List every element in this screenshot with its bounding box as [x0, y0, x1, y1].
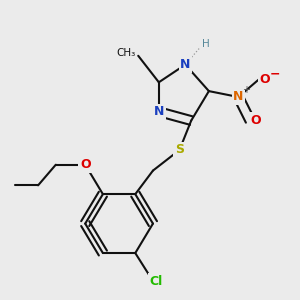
- Text: O: O: [80, 158, 91, 171]
- Text: H: H: [202, 39, 210, 49]
- Text: O: O: [251, 114, 261, 127]
- Text: −: −: [270, 68, 280, 80]
- Text: N: N: [180, 58, 190, 71]
- Text: Cl: Cl: [149, 274, 163, 287]
- Text: N: N: [233, 91, 244, 103]
- Text: N: N: [154, 105, 164, 118]
- Text: S: S: [175, 143, 184, 157]
- Text: +: +: [242, 85, 250, 94]
- Text: CH₃: CH₃: [116, 48, 135, 58]
- Text: O: O: [260, 73, 270, 86]
